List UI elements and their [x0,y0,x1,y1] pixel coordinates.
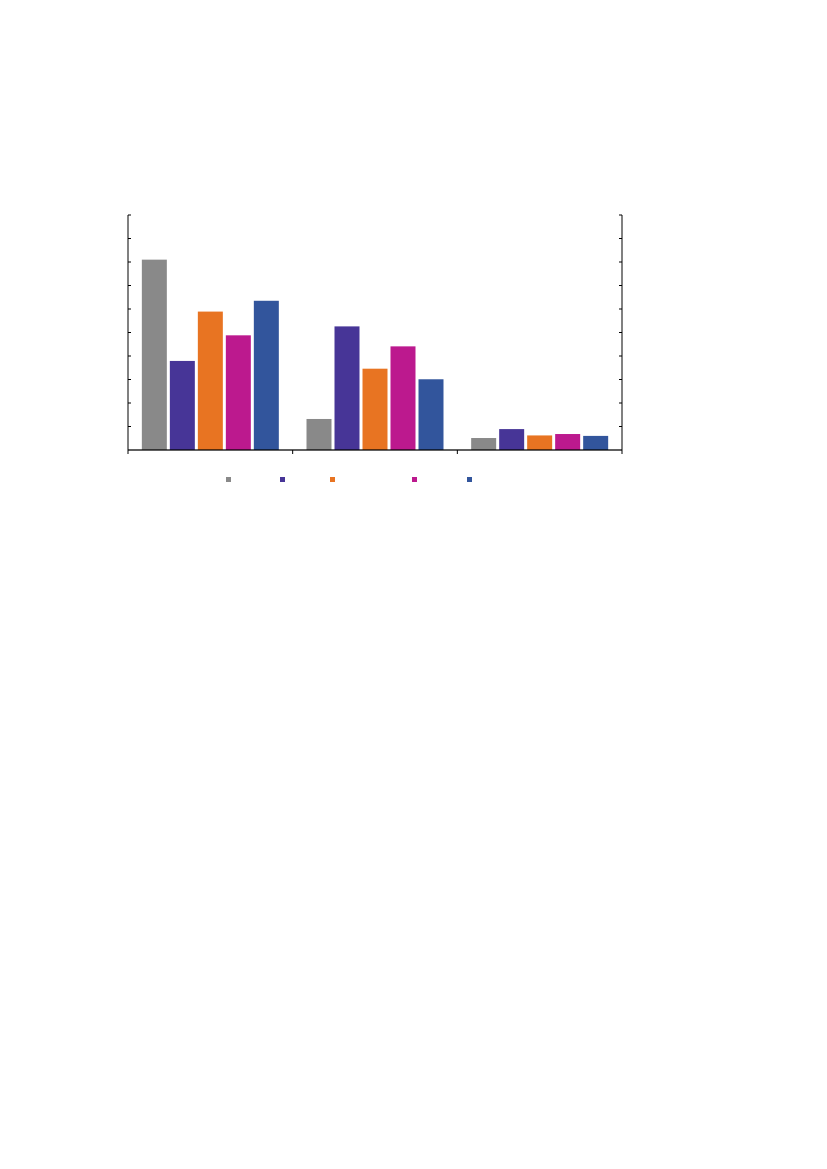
bar [225,335,251,450]
bar [306,418,332,450]
bar [197,311,223,450]
bar [471,438,497,450]
bar [362,368,388,450]
bar [253,300,279,450]
legend-marker [412,477,417,482]
bar [499,429,525,450]
bar [141,259,167,450]
legend-marker [467,477,472,482]
bar [555,434,581,450]
bar [169,360,195,450]
bar [583,435,609,450]
bar [527,435,553,450]
legend-marker [226,477,231,482]
bar [334,326,360,450]
legend-marker [280,477,285,482]
bar [418,379,444,450]
legend-marker [330,477,335,482]
bar [390,346,416,450]
